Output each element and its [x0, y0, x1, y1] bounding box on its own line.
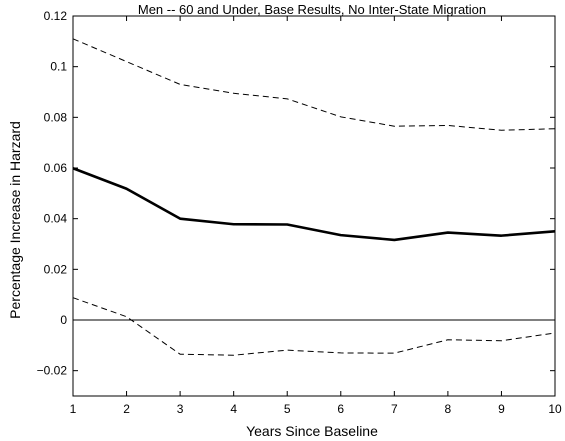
y-tick-label: 0.1 — [50, 60, 67, 74]
x-tick-label: 10 — [548, 402, 562, 416]
chart-title: Men -- 60 and Under, Base Results, No In… — [138, 2, 486, 17]
x-axis-label: Years Since Baseline — [246, 423, 378, 439]
y-axis-label: Percentage Increase in Harzard — [7, 121, 23, 319]
x-tick-label: 9 — [498, 402, 505, 416]
plot-frame — [72, 15, 556, 397]
point-estimate-line — [72, 167, 556, 242]
y-tick-label: −0.02 — [37, 364, 68, 378]
x-tick-label: 6 — [337, 402, 344, 416]
y-tick-label: 0.04 — [44, 212, 68, 226]
x-tick-label: 8 — [445, 402, 452, 416]
y-tick-label: 0.02 — [44, 262, 68, 276]
x-tick-label: 1 — [70, 402, 77, 416]
y-tick-label: 0 — [60, 313, 67, 327]
x-tick-label: 5 — [284, 402, 291, 416]
y-tick-label: 0.12 — [44, 9, 68, 23]
y-tick-label: 0.08 — [44, 110, 68, 124]
plot-area: 1 2 3 4 5 6 7 8 9 10 −0.02 0 0.02 0.04 0.06 0.08 0.1 0.12 — [37, 9, 562, 416]
upper-bound-line — [72, 38, 556, 131]
x-tick-label: 3 — [177, 402, 184, 416]
x-tick-label: 7 — [391, 402, 398, 416]
lower-bound-line — [72, 297, 556, 356]
x-tick-label: 2 — [123, 402, 130, 416]
y-tick-label: 0.06 — [44, 161, 68, 175]
x-tick-label: 4 — [230, 402, 237, 416]
